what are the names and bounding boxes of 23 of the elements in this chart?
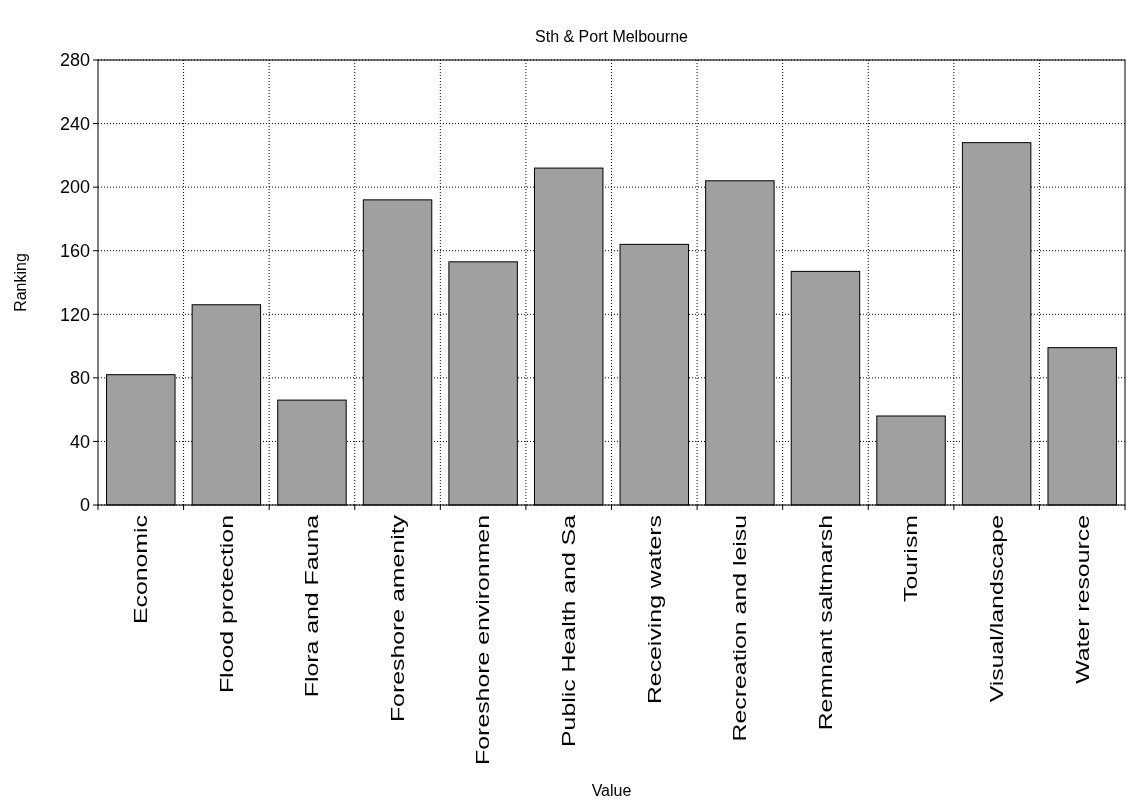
x-tick-label: Foreshore environmen [472,515,494,765]
x-tick-label: Foreshore amenity [387,514,408,723]
y-tick-label: 0 [79,495,90,516]
y-tick-label: 80 [69,368,90,389]
x-tick-label: Public Health and Sa [558,513,580,747]
x-tick-label: Water resource [1071,515,1093,684]
y-tick-label: 160 [59,241,90,262]
x-axis-title: Value [591,782,632,799]
y-tick-label: 240 [59,113,90,134]
x-tick-label: Visual/landscape [986,515,1008,703]
x-tick-label: Remnant saltmarsh [815,515,836,731]
chart-title: Sth & Port Melbourne [535,28,689,45]
y-tick-label: 200 [59,177,90,198]
x-tick-label: Flood protection [216,515,237,694]
x-tick-label: Receiving waters [644,514,665,705]
x-tick-label: Recreation and leisu [729,515,751,742]
y-tick-label: 120 [59,304,90,325]
x-tick-label: Flora and Fauna [301,513,323,698]
x-tick-label: Tourism [900,515,922,602]
y-tick-label: 40 [69,431,90,452]
y-axis-title: Ranking [12,253,29,312]
y-tick-label: 280 [59,50,90,71]
x-tick-label: Economic [130,514,152,625]
